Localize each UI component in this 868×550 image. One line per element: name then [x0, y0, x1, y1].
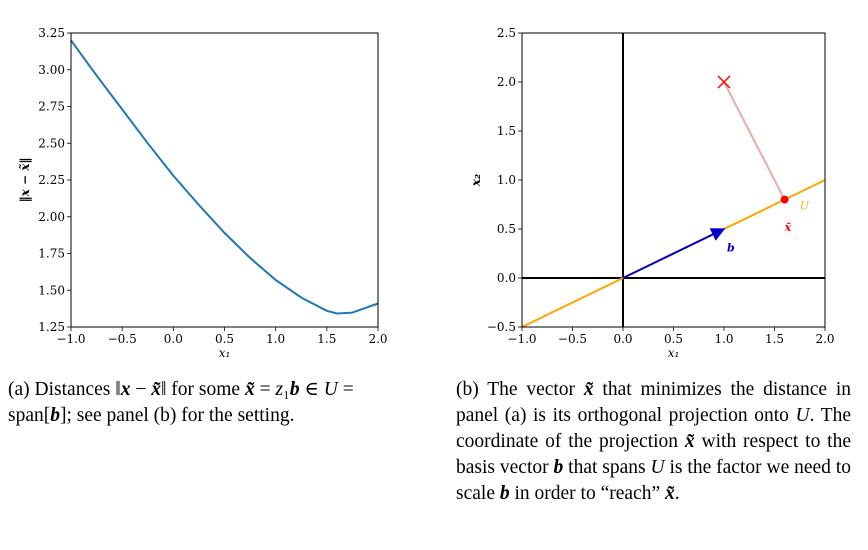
- y-tick-label: 2.50: [38, 136, 65, 150]
- vector-b-arrow: [622, 228, 726, 279]
- y-axis-label: ‖x − x̃‖: [18, 158, 32, 203]
- y-tick-label: 3.00: [38, 63, 65, 77]
- x-tick-label: −0.5: [108, 332, 137, 346]
- x-tick-label: 2.0: [368, 332, 387, 346]
- subspace-u-label: U: [800, 199, 810, 212]
- y-tick-label: −0.5: [487, 320, 516, 334]
- x-axis-label: x₁: [219, 346, 231, 360]
- y-tick-label: 2.5: [497, 26, 516, 40]
- vector-b-label: b: [727, 242, 735, 255]
- caption-b-label: (b): [456, 379, 479, 400]
- y-axis-label: x₂: [469, 174, 483, 187]
- x-tick-label: 2.0: [815, 332, 834, 346]
- y-tick-label: 1.25: [38, 320, 65, 334]
- x-tick-label: 1.5: [765, 332, 784, 346]
- plot-frame: [521, 32, 826, 328]
- x-tick-label: 0.5: [215, 332, 234, 346]
- y-tick-label: 0.5: [497, 222, 516, 236]
- distance-chart: −1.0 −0.5 0.0 0.5 1.0 1.5 2.0 1.25 1.50 1.75 2.00 2…: [18, 26, 388, 360]
- x-tick-label: −1.0: [56, 332, 85, 346]
- y-tick-label: 1.5: [497, 124, 516, 138]
- projection-label: x̃: [784, 221, 792, 234]
- panel-a: −1.0 −0.5 0.0 0.5 1.0 1.5 2.0 1.25 1.50 1.75 2.00 2…: [0, 0, 410, 380]
- x-tick-label: −1.0: [507, 332, 536, 346]
- x-tick-label: −0.5: [558, 332, 587, 346]
- x-tick-label: 0.5: [664, 332, 683, 346]
- x-tick-label: 1.5: [317, 332, 336, 346]
- x-tick-label: 1.0: [266, 332, 285, 346]
- x-tick-label: 1.0: [714, 332, 733, 346]
- plot-frame: [70, 32, 379, 328]
- point-x-marker: [717, 75, 731, 89]
- caption-a: (a) Distances ‖x − x̃‖ for some x̃ = z₁b…: [8, 379, 354, 426]
- y-tick-label: 2.75: [38, 100, 65, 114]
- y-tick-label: 1.50: [38, 283, 65, 297]
- y-tick-label: 0.0: [497, 271, 516, 285]
- x-tick-label: 0.0: [613, 332, 632, 346]
- x-axis-label: x₁: [668, 346, 680, 360]
- panel-b: −1.0 −0.5 0.0 0.5 1.0 1.5 2.0 −0.5 0.0 0.5 1.0 1.5 2…: [440, 0, 868, 380]
- projection-line: [723, 81, 786, 201]
- projection-point: [780, 195, 789, 204]
- caption-a-label: (a): [8, 379, 30, 400]
- distance-curve: [70, 39, 379, 315]
- caption-b: (b) The vector x̃ that minimizes the dis…: [456, 379, 852, 504]
- y-tick-label: 3.25: [38, 26, 65, 40]
- y-tick-label: 2.0: [497, 75, 516, 89]
- y-tick-label: 2.25: [38, 173, 65, 187]
- y-tick-label: 1.0: [497, 173, 516, 187]
- x-tick-label: 0.0: [164, 332, 183, 346]
- y-tick-label: 1.75: [38, 247, 65, 261]
- projection-chart: −1.0 −0.5 0.0 0.5 1.0 1.5 2.0−0.50.00.51.01.52…: [469, 26, 835, 360]
- plot-area: [522, 33, 825, 327]
- y-tick-label: 2.00: [38, 210, 65, 224]
